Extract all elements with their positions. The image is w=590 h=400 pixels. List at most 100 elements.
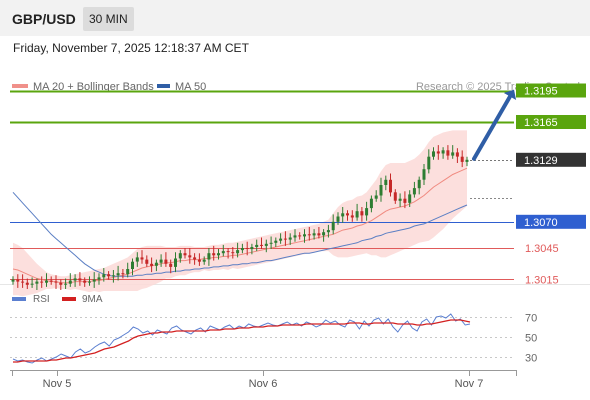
candle-body: [174, 258, 177, 267]
candle-body: [154, 262, 158, 266]
candle-body: [427, 156, 431, 170]
rsi-tick-30: 30: [525, 353, 537, 365]
candle-body: [140, 257, 144, 260]
x-tick-label-2: Nov 7: [455, 378, 484, 390]
candle-body: [21, 281, 25, 283]
candle-body: [326, 230, 330, 233]
candle-body: [393, 192, 397, 201]
candle-body: [417, 179, 421, 189]
level-label-1.3070: 1.3070: [524, 217, 558, 229]
forecast-arrow: [472, 89, 517, 161]
rsi-ma-line: [13, 319, 471, 363]
candle-body: [54, 281, 58, 283]
candle-body: [384, 179, 388, 185]
candle-body: [303, 234, 306, 237]
candle-body: [331, 221, 335, 231]
candle-body: [240, 248, 244, 251]
candle-body: [360, 211, 364, 216]
candle-body: [322, 232, 326, 236]
legend-ma50-swatch: [157, 84, 170, 88]
candle-body: [83, 280, 87, 283]
candle-body: [183, 253, 187, 256]
candle-body: [25, 282, 29, 285]
bollinger-band-area: [13, 130, 467, 297]
level-labels: 1.3195 1.3165 1.3129 1.3070 1.3045 1.3015: [516, 83, 586, 287]
candle-body: [446, 150, 450, 156]
x-axis-ticks: Nov 5 Nov 6 Nov 7: [12, 370, 517, 390]
candle-body: [307, 234, 311, 236]
legend-ma20-swatch: [12, 84, 28, 88]
candle-body: [436, 151, 440, 154]
candle-body: [455, 152, 459, 157]
legend-rsi-label: RSI: [33, 294, 50, 305]
candle-body: [255, 244, 259, 247]
candle-body: [236, 250, 240, 254]
candle-body: [408, 194, 412, 203]
level-tag-1.3195: [516, 83, 586, 98]
candle-body: [250, 247, 254, 250]
candle-body: [398, 198, 402, 201]
legend-rsi-ma-swatch: [62, 297, 76, 301]
rsi-panel: 70 50 30: [10, 313, 537, 365]
candle-body: [212, 253, 216, 256]
rsi-line: [12, 313, 471, 364]
candle-body: [59, 282, 63, 285]
candle-body: [131, 261, 134, 269]
candle-body: [341, 213, 345, 217]
candle-body: [116, 273, 120, 276]
candle-body: [279, 238, 283, 241]
candle-body: [298, 235, 302, 237]
pair-title: GBP/USD: [12, 11, 76, 27]
candle-body: [403, 198, 407, 203]
candle-body: [465, 159, 469, 162]
chart-panel: [0, 36, 590, 400]
candle-body: [207, 253, 211, 260]
candle-body: [197, 259, 201, 262]
candle-body: [221, 251, 225, 254]
candle-body: [150, 263, 154, 266]
candle-body: [68, 280, 72, 284]
candle-body: [35, 281, 39, 284]
candle-body: [159, 259, 163, 263]
legend-ma20-label: MA 20 + Bollinger Bands: [33, 81, 154, 93]
candle-body: [432, 151, 435, 157]
level-label-1.3129: 1.3129: [524, 155, 558, 167]
candle-body: [135, 257, 139, 262]
timeframe-button[interactable]: 30 MIN: [83, 7, 134, 31]
candle-body: [193, 257, 197, 260]
bollinger-band: [13, 130, 467, 297]
candle-body: [283, 238, 287, 240]
level-tag-1.3129: [516, 152, 586, 167]
candle-body: [317, 233, 321, 236]
candle-body: [379, 185, 383, 196]
candle-body: [40, 281, 44, 283]
candle-body: [145, 259, 149, 264]
candle-body: [369, 198, 373, 209]
candle-body: [312, 233, 316, 236]
candle-body: [92, 279, 96, 282]
candle-body: [412, 188, 416, 195]
candle-body: [202, 259, 206, 262]
candle-body: [350, 215, 354, 218]
candle-body: [355, 211, 359, 218]
candle-body: [11, 279, 15, 282]
candle-body: [78, 278, 82, 281]
forecast-arrow-head: [503, 89, 517, 100]
level-tag-1.3165: [516, 115, 586, 129]
candle-body: [441, 150, 445, 154]
candle-body: [102, 274, 106, 278]
candle-body: [188, 255, 192, 258]
x-tick-label-1: Nov 6: [249, 378, 278, 390]
x-tick-label-0: Nov 5: [43, 378, 72, 390]
candle-body: [97, 277, 101, 280]
candle-body: [164, 259, 168, 264]
candle-body: [107, 274, 111, 277]
forecast-arrow-shaft: [472, 94, 512, 161]
candle-body: [16, 279, 20, 282]
candle-body: [365, 208, 369, 216]
candle-body: [217, 253, 220, 256]
ma50-line: [12, 191, 468, 277]
timestamp: Friday, November 7, 2025 12:18:37 AM CET: [13, 41, 249, 55]
level-label-1.3165: 1.3165: [524, 117, 558, 129]
